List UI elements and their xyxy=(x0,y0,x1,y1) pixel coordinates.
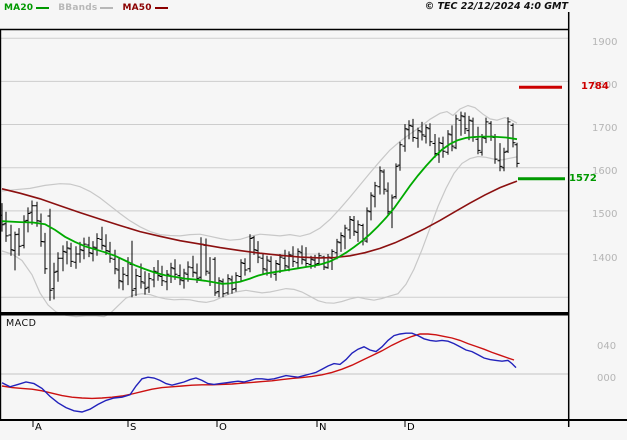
month-label: D xyxy=(407,422,415,433)
month-label: A xyxy=(35,422,42,433)
macd-pane-title: MACD xyxy=(6,318,37,329)
price-axis-label: 1500 xyxy=(592,209,618,221)
month-label: S xyxy=(130,422,137,433)
month-label: O xyxy=(219,422,227,433)
legend-label-bbands: BBands xyxy=(58,3,98,13)
pane-separator xyxy=(0,312,569,316)
legend-item-ma50: MA50 xyxy=(122,3,168,13)
price-bars xyxy=(0,111,520,301)
copyright-text: © TEC 22/12/2024 4:0 GMT xyxy=(424,1,568,12)
macd-axis-label: 040 xyxy=(597,341,617,352)
macd-line-line xyxy=(1,332,517,413)
support-level-label: 1572 xyxy=(569,172,597,184)
price-axis-label: 1800 xyxy=(592,79,618,91)
price-axis-label: 1900 xyxy=(592,36,618,48)
legend-line-sample-bbands xyxy=(100,7,114,9)
legend-item-bbands: BBands xyxy=(58,3,114,13)
legend-label-ma50: MA50 xyxy=(122,3,152,13)
price-axis-label: 1400 xyxy=(592,252,618,264)
ma50-line xyxy=(1,180,518,259)
resistance-level-label: 1784 xyxy=(581,81,609,93)
legend-label-ma20: MA20 xyxy=(4,3,34,13)
price-axis-label: 1700 xyxy=(592,123,618,135)
ma20-line xyxy=(1,135,518,285)
bollinger-lower-line xyxy=(1,155,518,318)
legend-line-sample-ma20 xyxy=(36,7,50,9)
legend-line-sample-ma50 xyxy=(154,7,168,9)
macd-signal-line xyxy=(1,333,515,400)
price-axis-label: 1600 xyxy=(592,166,618,178)
macd-axis-label: 000 xyxy=(597,373,617,384)
month-label: N xyxy=(319,422,327,433)
legend-item-ma20: MA20 xyxy=(4,3,50,13)
chart-legend: MA20 BBands MA50 xyxy=(4,2,168,14)
bollinger-upper-line xyxy=(1,104,518,241)
